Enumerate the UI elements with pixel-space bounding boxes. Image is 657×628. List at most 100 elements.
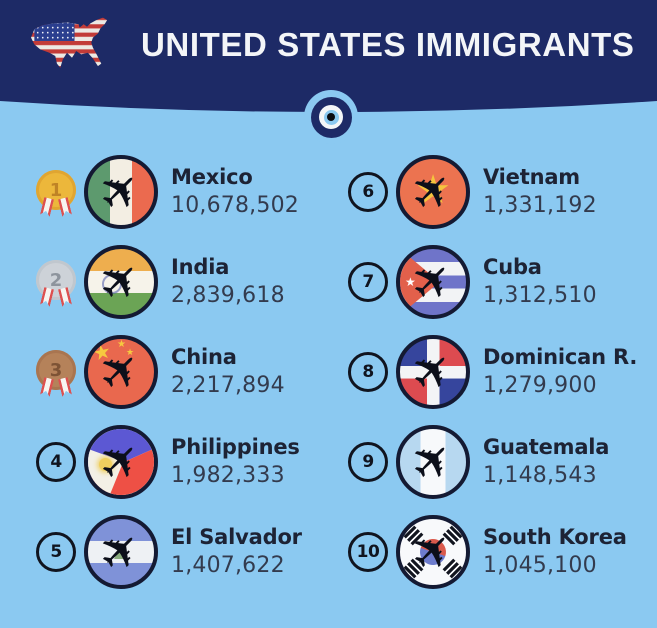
rank-number: 2 (49, 269, 63, 291)
india-flag-icon: ✈ (84, 245, 158, 319)
immigrant-count: 1,279,900 (483, 372, 597, 398)
country-name: El Salvador (171, 524, 302, 549)
airplane-icon: ✈ (398, 246, 468, 316)
entry-text: El Salvador 1,407,622 (171, 525, 302, 580)
airplane-icon: ✈ (398, 336, 468, 406)
immigrant-count: 1,045,100 (483, 552, 597, 578)
country-name: Philippines (171, 434, 300, 459)
rank-number: 7 (362, 272, 374, 292)
bronze-medal-icon: 3 (36, 350, 76, 390)
rank-badge: 10 (348, 532, 388, 572)
entry-china: 3 ★ ★ ★ ✈ China 2,217,894 (28, 330, 344, 414)
rank-slot: 5 (28, 532, 84, 572)
sun-icon (99, 458, 113, 472)
rank-badge: 6 (348, 172, 388, 212)
vietnam-flag-icon: ★ ✈ (396, 155, 470, 229)
entry-text: Dominican R. 1,279,900 (483, 345, 637, 400)
rank-slot: 1 (28, 170, 84, 210)
country-name: Guatemala (483, 434, 610, 459)
trigram-icon (403, 525, 424, 546)
rank-number: 4 (50, 452, 62, 472)
gold-medal-icon: 1 (36, 170, 76, 210)
immigrant-count: 1,148,543 (483, 462, 597, 488)
immigrant-count: 1,982,333 (171, 462, 285, 488)
country-name: South Korea (483, 524, 627, 549)
entry-text: Vietnam 1,331,192 (483, 165, 597, 220)
rank-number: 1 (49, 179, 63, 201)
cuba-flag-icon: ★ ✈ (396, 245, 470, 319)
rank-number: 9 (362, 452, 374, 472)
immigrant-count: 2,217,894 (171, 372, 285, 398)
china-flag-icon: ★ ★ ★ ✈ (84, 335, 158, 409)
us-flag-map-icon (26, 14, 118, 83)
dominican-republic-flag-icon: ✈ (396, 335, 470, 409)
rank-slot: 9 (340, 442, 396, 482)
guatemala-flag-icon: ✈ (396, 425, 470, 499)
entry-guatemala: 9 ✈ Guatemala 1,148,543 (340, 420, 656, 504)
chakra-icon (102, 274, 122, 294)
coat-of-arms-icon (114, 550, 124, 559)
airplane-icon: ✈ (86, 246, 156, 316)
star-icon: ★ (126, 347, 135, 357)
rank-slot: 3 (28, 350, 84, 390)
entry-text: Mexico 10,678,502 (171, 165, 299, 220)
entry-text: China 2,217,894 (171, 345, 285, 400)
entry-el-salvador: 5 ✈ El Salvador 1,407,622 (28, 510, 344, 594)
airplane-icon: ✈ (398, 426, 468, 496)
rank-slot: 4 (28, 442, 84, 482)
country-name: China (171, 344, 237, 369)
airplane-icon: ✈ (86, 516, 156, 586)
entry-cuba: 7 ★ ✈ Cuba 1,312,510 (340, 240, 656, 324)
airplane-icon: ✈ (398, 516, 468, 586)
airplane-icon: ✈ (86, 426, 156, 496)
silver-medal-icon: 2 (36, 260, 76, 300)
immigrant-count: 10,678,502 (171, 192, 299, 218)
country-name: India (171, 254, 230, 279)
trigram-icon (442, 558, 463, 579)
immigrant-count: 1,331,192 (483, 192, 597, 218)
mexico-flag-icon: ✈ (84, 155, 158, 229)
entry-dominican-republic: 8 ✈ Dominican R. 1,279,900 (340, 330, 656, 414)
philippines-flag-icon: ✈ (84, 425, 158, 499)
immigrant-count: 1,407,622 (171, 552, 285, 578)
rank-number: 3 (49, 359, 63, 381)
eye-ornament-icon (304, 90, 358, 144)
country-name: Cuba (483, 254, 542, 279)
trigram-icon (442, 525, 463, 546)
star-icon: ★ (415, 168, 451, 213)
entry-philippines: 4 ✈ Philippines 1,982,333 (28, 420, 344, 504)
south-korea-flag-icon: ✈ (396, 515, 470, 589)
country-name: Dominican R. (483, 344, 638, 369)
rank-slot: 8 (340, 352, 396, 392)
header-background (0, 0, 657, 112)
rank-number: 6 (362, 182, 374, 202)
rank-slot: 7 (340, 262, 396, 302)
country-name: Vietnam (483, 164, 580, 189)
country-name: Mexico (171, 164, 253, 189)
rank-badge: 7 (348, 262, 388, 302)
star-icon: ★ (117, 339, 126, 350)
immigrant-count: 2,839,618 (171, 282, 285, 308)
rank-slot: 2 (28, 260, 84, 300)
immigrant-count: 1,312,510 (483, 282, 597, 308)
rank-badge: 4 (36, 442, 76, 482)
entry-text: India 2,839,618 (171, 255, 285, 310)
el-salvador-flag-icon: ✈ (84, 515, 158, 589)
entry-mexico: 1 ✈ Mexico 10,678,502 (28, 150, 344, 234)
rank-badge: 8 (348, 352, 388, 392)
entry-text: Guatemala 1,148,543 (483, 435, 609, 490)
flag-field (88, 429, 154, 495)
rank-number: 5 (50, 542, 62, 562)
airplane-icon: ✈ (86, 336, 156, 406)
entry-india: 2 ✈ India 2,839,618 (28, 240, 344, 324)
entry-text: Philippines 1,982,333 (171, 435, 300, 490)
star-icon: ★ (405, 275, 416, 289)
taegeuk-icon (416, 535, 450, 569)
airplane-icon: ✈ (398, 156, 468, 226)
rank-badge: 9 (348, 442, 388, 482)
airplane-icon: ✈ (86, 156, 156, 226)
trigram-icon (403, 558, 424, 579)
entry-text: Cuba 1,312,510 (483, 255, 597, 310)
entry-text: South Korea 1,045,100 (483, 525, 627, 580)
